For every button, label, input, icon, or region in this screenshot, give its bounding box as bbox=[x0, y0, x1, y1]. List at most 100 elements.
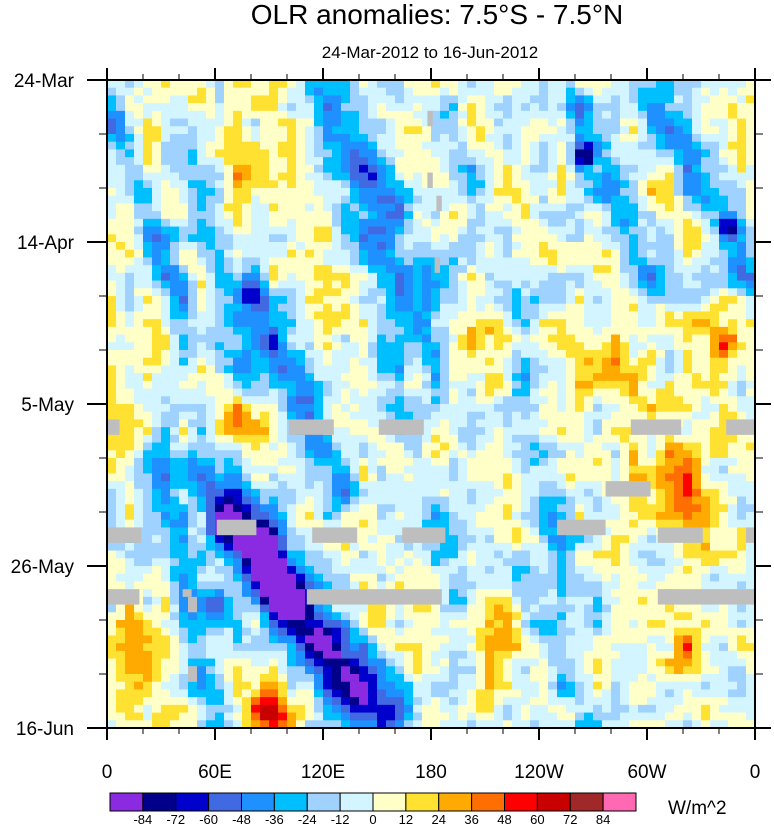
anomaly-cell bbox=[503, 473, 513, 482]
anomaly-cell bbox=[224, 596, 234, 606]
anomaly-cell bbox=[260, 195, 270, 205]
anomaly-cell bbox=[233, 242, 243, 251]
anomaly-cell bbox=[584, 103, 594, 112]
anomaly-cell bbox=[134, 319, 144, 328]
anomaly-cell bbox=[638, 334, 648, 343]
anomaly-cell bbox=[413, 80, 423, 89]
anomaly-cell bbox=[107, 203, 117, 212]
anomaly-cell bbox=[143, 195, 153, 205]
anomaly-cell bbox=[728, 211, 738, 220]
anomaly-cell bbox=[215, 512, 225, 521]
anomaly-cell bbox=[359, 288, 369, 297]
anomaly-cell bbox=[305, 404, 315, 413]
anomaly-cell bbox=[341, 188, 351, 197]
anomaly-cell bbox=[512, 434, 522, 444]
anomaly-cell bbox=[458, 527, 468, 536]
anomaly-cell bbox=[476, 519, 486, 529]
anomaly-cell bbox=[602, 581, 612, 590]
anomaly-cell bbox=[512, 334, 522, 343]
anomaly-cell bbox=[539, 442, 549, 451]
anomaly-cell bbox=[584, 488, 594, 498]
anomaly-cell bbox=[512, 388, 522, 397]
anomaly-cell bbox=[539, 319, 549, 328]
anomaly-cell bbox=[341, 87, 351, 97]
anomaly-cell bbox=[431, 396, 441, 405]
anomaly-cell bbox=[368, 288, 378, 297]
anomaly-cell bbox=[305, 265, 315, 274]
anomaly-cell bbox=[440, 80, 450, 89]
anomaly-cell bbox=[368, 180, 378, 189]
anomaly-cell bbox=[332, 280, 342, 289]
anomaly-cell bbox=[620, 334, 630, 343]
anomaly-cell bbox=[206, 249, 216, 259]
anomaly-cell bbox=[359, 535, 369, 544]
anomaly-cell bbox=[656, 180, 666, 189]
anomaly-cell bbox=[422, 288, 432, 297]
anomaly-cell bbox=[737, 380, 747, 390]
anomaly-cell bbox=[197, 103, 207, 112]
anomaly-cell bbox=[683, 473, 693, 482]
anomaly-cell bbox=[503, 596, 513, 606]
anomaly-cell bbox=[278, 334, 288, 343]
anomaly-cell bbox=[179, 280, 189, 289]
anomaly-cell bbox=[665, 134, 675, 143]
anomaly-cell bbox=[701, 380, 711, 390]
anomaly-cell bbox=[260, 357, 270, 367]
anomaly-cell bbox=[377, 558, 387, 567]
anomaly-cell bbox=[467, 326, 477, 336]
anomaly-cell bbox=[413, 218, 423, 228]
anomaly-cell bbox=[431, 581, 441, 590]
anomaly-cell bbox=[503, 80, 513, 89]
anomaly-cell bbox=[467, 95, 477, 104]
anomaly-cell bbox=[215, 288, 225, 297]
anomaly-cell bbox=[305, 87, 315, 97]
anomaly-cell bbox=[386, 195, 396, 205]
anomaly-cell bbox=[638, 95, 648, 104]
anomaly-cell bbox=[602, 157, 612, 166]
anomaly-cell bbox=[674, 249, 684, 259]
anomaly-cell bbox=[521, 380, 531, 390]
anomaly-cell bbox=[332, 404, 342, 413]
anomaly-cell bbox=[350, 550, 360, 559]
anomaly-cell bbox=[323, 558, 333, 567]
anomaly-cell bbox=[206, 596, 216, 606]
anomaly-cell bbox=[224, 257, 234, 266]
anomaly-cell bbox=[512, 265, 522, 274]
anomaly-cell bbox=[656, 380, 666, 390]
anomaly-cell bbox=[233, 188, 243, 197]
anomaly-cell bbox=[188, 226, 198, 235]
anomaly-cell bbox=[557, 311, 567, 320]
anomaly-cell bbox=[251, 589, 261, 598]
anomaly-cell bbox=[179, 357, 189, 367]
anomaly-cell bbox=[251, 450, 261, 459]
anomaly-cell bbox=[566, 496, 576, 505]
anomaly-cell bbox=[395, 249, 405, 259]
anomaly-cell bbox=[134, 396, 144, 405]
anomaly-cell bbox=[638, 380, 648, 390]
anomaly-cell bbox=[341, 218, 351, 228]
anomaly-cell bbox=[179, 334, 189, 343]
anomaly-cell bbox=[539, 350, 549, 359]
anomaly-cell bbox=[620, 110, 630, 120]
anomaly-cell bbox=[242, 265, 252, 274]
anomaly-cell bbox=[557, 373, 567, 382]
anomaly-cell bbox=[494, 411, 504, 421]
anomaly-cell bbox=[413, 488, 423, 498]
anomaly-cell bbox=[530, 311, 540, 320]
anomaly-cell bbox=[404, 519, 414, 529]
anomaly-cell bbox=[485, 195, 495, 205]
anomaly-cell bbox=[710, 126, 720, 135]
anomaly-cell bbox=[737, 80, 747, 89]
anomaly-cell bbox=[296, 280, 306, 289]
anomaly-cell bbox=[215, 265, 225, 274]
anomaly-cell bbox=[188, 581, 198, 590]
anomaly-cell bbox=[458, 296, 468, 305]
anomaly-cell bbox=[413, 172, 423, 181]
anomaly-cell bbox=[278, 288, 288, 297]
anomaly-cell bbox=[170, 342, 180, 351]
anomaly-cell bbox=[710, 141, 720, 151]
anomaly-cell bbox=[467, 172, 477, 181]
anomaly-cell bbox=[665, 257, 675, 266]
anomaly-cell bbox=[197, 288, 207, 297]
anomaly-cell bbox=[224, 288, 234, 297]
